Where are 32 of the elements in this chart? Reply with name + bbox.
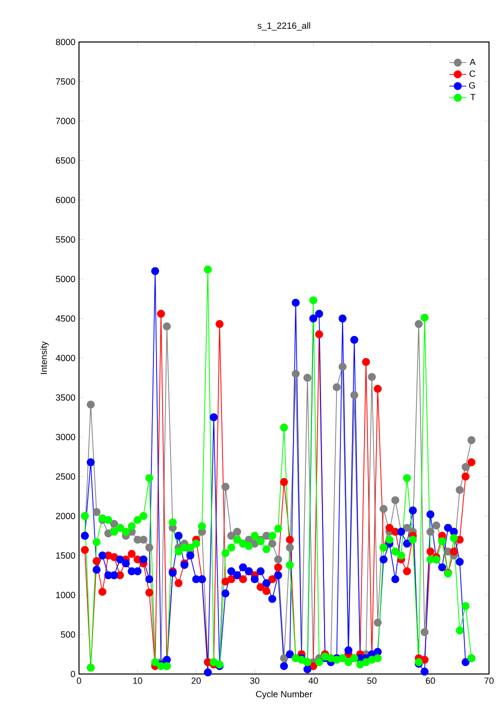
x-tick-label: 50	[367, 678, 376, 684]
y-tick-label: 500	[60, 631, 76, 638]
y-tick-label: 1000	[56, 592, 76, 598]
legend-label: A	[470, 58, 476, 65]
x-axis-title: Cycle Number	[256, 690, 312, 700]
x-tick-label: 70	[484, 678, 494, 684]
y-axis-title: Intensity	[40, 341, 49, 374]
x-tick-label: 40	[308, 678, 318, 684]
y-tick-label: 3500	[56, 394, 76, 401]
legend-label: T	[470, 94, 476, 100]
y-tick-label: 7000	[56, 118, 76, 124]
x-tick-label: 60	[426, 678, 436, 684]
y-tick-label: 6000	[56, 196, 76, 204]
y-tick-label: 4500	[56, 315, 76, 322]
y-tick-label: 1500	[56, 552, 76, 559]
y-tick-label: 5000	[56, 276, 76, 282]
legend-label: G	[469, 82, 475, 89]
x-tick-label: 30	[250, 678, 260, 684]
x-tick-label: 0	[76, 678, 82, 684]
y-tick-label: 0	[70, 670, 76, 678]
legend-label: C	[470, 70, 476, 77]
y-tick-label: 6500	[56, 157, 76, 164]
y-tick-label: 5500	[56, 236, 76, 243]
y-tick-label: 2500	[56, 473, 76, 480]
x-tick-label: 10	[133, 678, 142, 684]
chart-title: s_1_2216_all	[258, 22, 310, 31]
y-tick-label: 7500	[56, 78, 76, 85]
y-tick-label: 3000	[56, 434, 76, 440]
y-tick-label: 4000	[56, 354, 76, 362]
y-tick-label: 2000	[56, 512, 76, 520]
y-tick-label: 8000	[56, 38, 76, 46]
x-tick-label: 20	[192, 678, 201, 684]
